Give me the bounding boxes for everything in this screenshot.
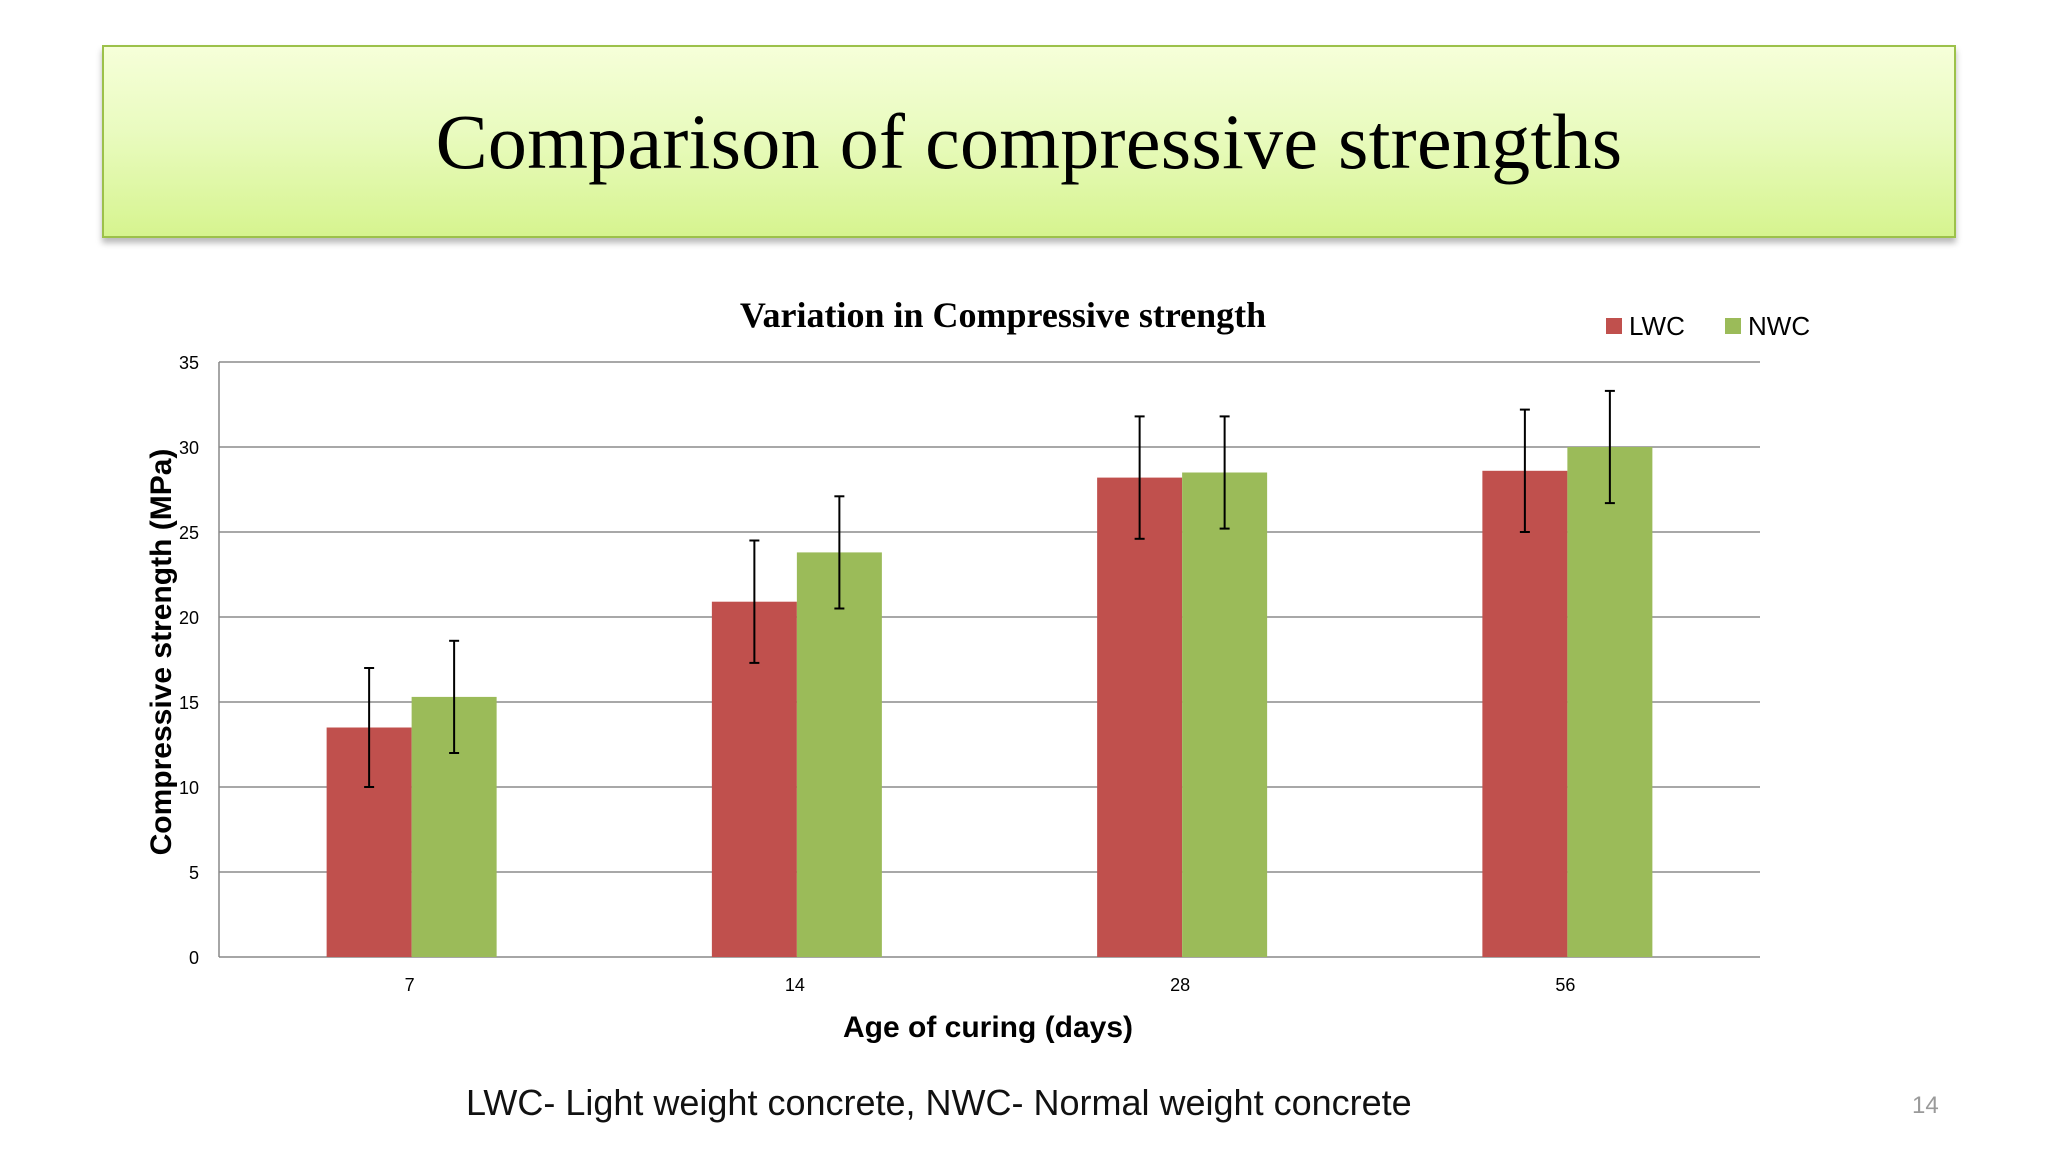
bar-lwc-56 — [1482, 470, 1568, 957]
chart-title: Variation in Compressive strength — [740, 295, 1266, 335]
y-tick-label: 10 — [179, 778, 199, 798]
slide-number: 14 — [1912, 1092, 1939, 1119]
footnote: LWC- Light weight concrete, NWC- Normal … — [466, 1082, 1412, 1123]
legend-label-nwc: NWC — [1748, 311, 1810, 341]
y-tick-label: 0 — [189, 948, 199, 968]
y-tick-label: 5 — [189, 863, 199, 883]
bar-nwc-28 — [1182, 472, 1268, 957]
x-tick-label: 14 — [785, 975, 805, 995]
x-tick-label: 28 — [1170, 975, 1190, 995]
legend-swatch-lwc — [1606, 318, 1622, 334]
y-tick-label: 30 — [179, 438, 199, 458]
bar-nwc-56 — [1567, 447, 1653, 957]
title-banner: Comparison of compressive strengths — [102, 45, 1956, 238]
y-axis-title: Compressive strength (MPa) — [145, 449, 178, 856]
legend-label-lwc: LWC — [1629, 311, 1685, 341]
x-tick-label: 56 — [1555, 975, 1575, 995]
y-tick-label: 25 — [179, 523, 199, 543]
bar-nwc-14 — [796, 552, 882, 957]
x-axis-title: Age of curing (days) — [843, 1011, 1133, 1044]
legend-swatch-nwc — [1725, 318, 1741, 334]
legend: LWC NWC — [1606, 311, 1810, 341]
y-tick-label: 35 — [179, 353, 199, 373]
y-tick-label: 15 — [179, 693, 199, 713]
x-tick-label: 7 — [405, 975, 415, 995]
bar-lwc-28 — [1097, 477, 1183, 957]
slide-title: Comparison of compressive strengths — [435, 97, 1623, 185]
y-tick-label: 20 — [179, 608, 199, 628]
